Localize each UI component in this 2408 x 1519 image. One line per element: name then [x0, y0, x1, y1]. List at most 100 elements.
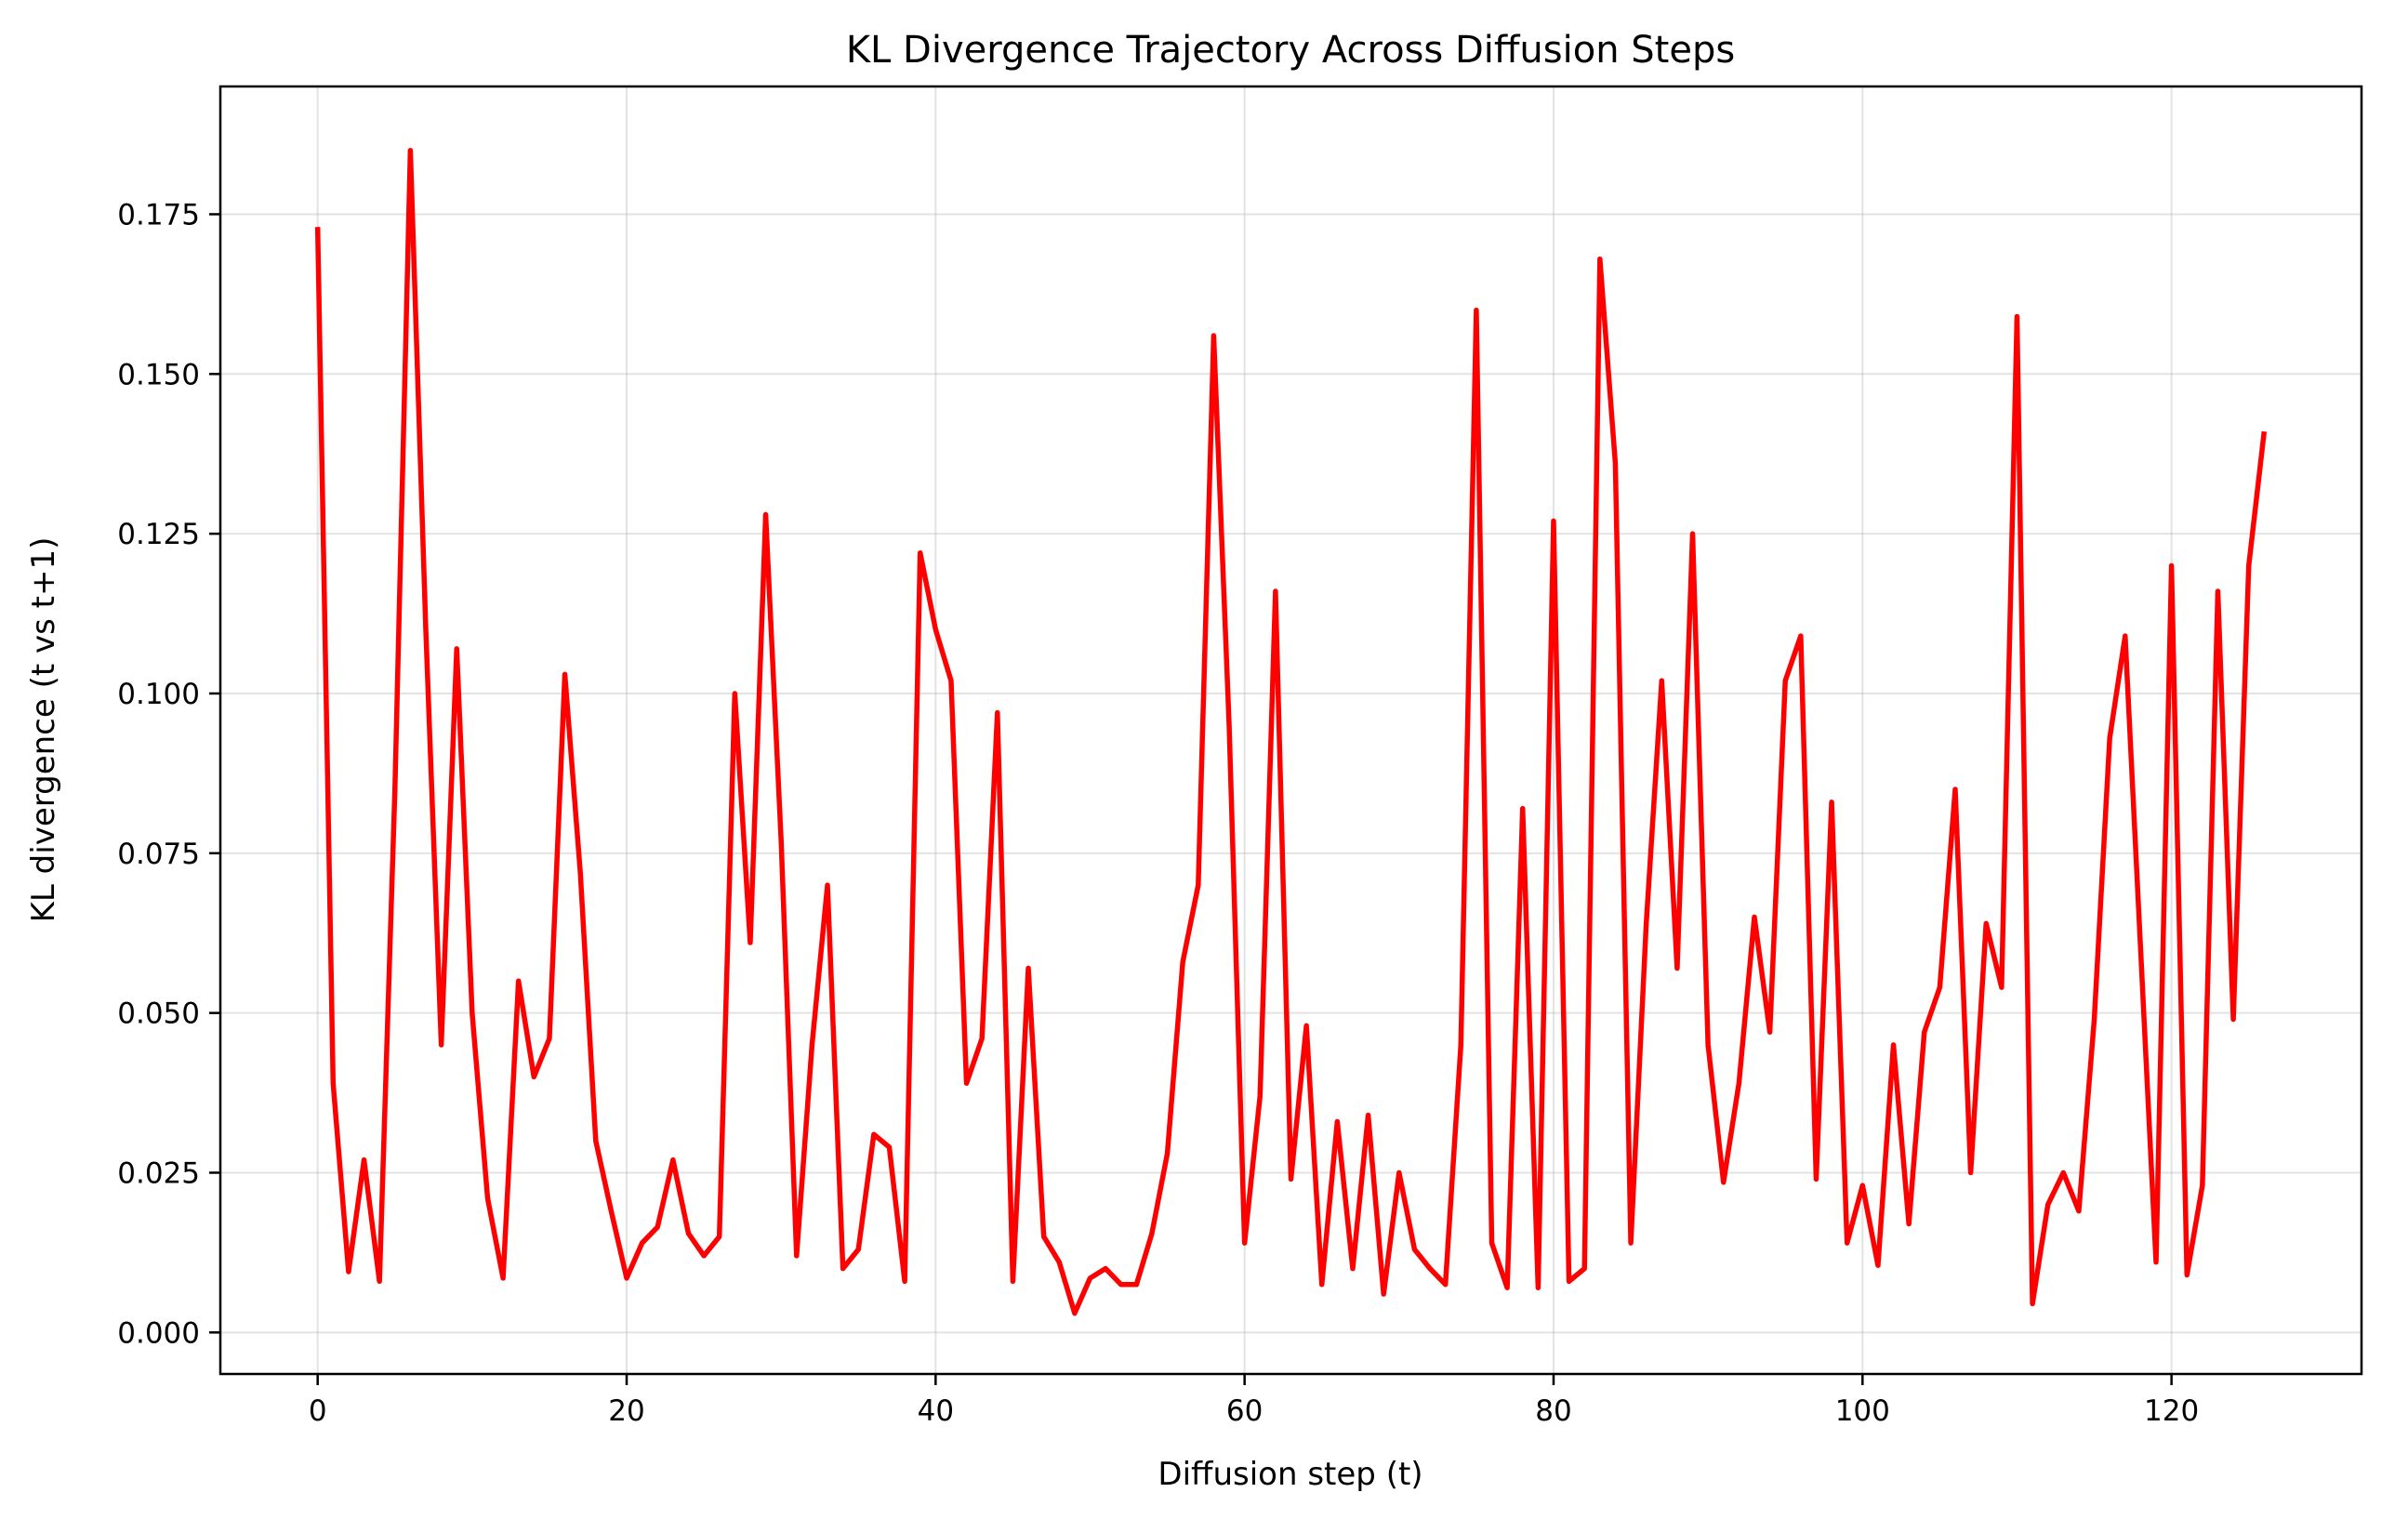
- data-point: [641, 1242, 643, 1245]
- data-point: [1150, 1232, 1153, 1235]
- data-point: [378, 1280, 381, 1283]
- data-point: [1073, 1312, 1076, 1314]
- data-point: [1351, 1267, 1354, 1270]
- data-point: [734, 692, 736, 694]
- series-line: [314, 147, 2268, 1316]
- data-point: [533, 1076, 536, 1078]
- series-layer: [314, 147, 2268, 1316]
- data-point: [718, 1235, 721, 1238]
- data-point: [2046, 1203, 2049, 1206]
- data-point: [610, 1209, 613, 1212]
- data-point: [1089, 1276, 1092, 1279]
- data-point: [1568, 1280, 1570, 1283]
- data-point: [1815, 1178, 1818, 1181]
- data-point: [1552, 520, 1555, 522]
- data-point: [2016, 315, 2018, 318]
- data-point: [1243, 1242, 1246, 1245]
- data-point: [1027, 967, 1030, 970]
- tick-layer: 0 20 40 60 80 100 120 0.000 0.025 0.050 0.075 0.100…: [117, 198, 2199, 1428]
- data-point: [1383, 1293, 1385, 1296]
- data-point: [996, 711, 999, 714]
- data-point: [2155, 1261, 2158, 1263]
- data-point: [1923, 1031, 1925, 1034]
- data-point: [1119, 1283, 1122, 1286]
- data-point: [409, 149, 412, 152]
- data-point: [687, 1232, 690, 1235]
- x-tick-label: 40: [918, 1394, 954, 1428]
- data-point: [1675, 967, 1678, 970]
- data-point: [1259, 1095, 1262, 1098]
- data-point: [919, 551, 921, 554]
- x-tick-label: 80: [1535, 1394, 1571, 1428]
- y-tick-label: 0.125: [117, 518, 200, 551]
- x-axis-label: Diffusion step (t): [1158, 1456, 1422, 1493]
- data-point: [2232, 1018, 2235, 1021]
- y-tick-label: 0.150: [117, 358, 200, 391]
- data-point: [1166, 1152, 1169, 1155]
- data-point: [949, 680, 952, 682]
- data-point: [1768, 1031, 1771, 1034]
- data-point: [347, 1271, 350, 1274]
- data-point: [2093, 1018, 2096, 1021]
- data-point: [2077, 1209, 2080, 1212]
- data-point: [1784, 680, 1787, 682]
- data-point: [486, 1196, 489, 1199]
- data-point: [594, 1140, 597, 1143]
- y-tick-label: 0.050: [117, 997, 200, 1031]
- data-point: [656, 1225, 659, 1228]
- data-point: [748, 942, 751, 944]
- data-point: [1908, 1222, 1911, 1225]
- data-point: [2216, 590, 2219, 593]
- data-point: [1846, 1242, 1848, 1245]
- data-point: [1969, 1171, 1972, 1174]
- data-point: [1506, 1287, 1509, 1289]
- data-point: [2170, 564, 2173, 567]
- data-point: [780, 839, 783, 842]
- data-point: [1691, 533, 1694, 535]
- data-point: [764, 513, 767, 516]
- plot-frame: [218, 85, 2363, 1376]
- data-point: [1444, 1283, 1447, 1286]
- data-point: [2139, 947, 2142, 950]
- data-point: [2031, 1302, 2034, 1305]
- y-tick-label: 0.175: [117, 198, 200, 231]
- data-point: [2186, 1274, 2189, 1276]
- data-point: [1598, 258, 1601, 260]
- data-point: [363, 1158, 365, 1161]
- data-point: [393, 788, 396, 791]
- data-point: [1938, 986, 1941, 989]
- data-point: [440, 1044, 443, 1047]
- data-point: [981, 1037, 984, 1040]
- data-point: [2109, 737, 2111, 740]
- data-point: [1397, 1171, 1400, 1174]
- data-point: [1012, 1280, 1014, 1283]
- data-point: [1660, 680, 1663, 682]
- data-point: [626, 1276, 628, 1279]
- data-point: [1429, 1267, 1432, 1270]
- x-tick-label: 120: [2144, 1394, 2199, 1428]
- data-point: [1614, 462, 1617, 465]
- data-point: [332, 1082, 335, 1085]
- data-point: [517, 980, 520, 983]
- data-point: [1212, 335, 1215, 337]
- data-point: [456, 647, 458, 650]
- data-point: [1105, 1267, 1107, 1270]
- data-point: [1290, 1178, 1292, 1181]
- x-tick-label: 20: [608, 1394, 644, 1428]
- x-tick-label: 100: [1835, 1394, 1890, 1428]
- data-point: [934, 628, 937, 631]
- data-point: [1197, 884, 1199, 887]
- data-point: [904, 1280, 906, 1283]
- data-point: [703, 1254, 706, 1257]
- data-point: [1738, 1082, 1740, 1085]
- data-point: [1707, 1044, 1710, 1047]
- data-point: [1475, 309, 1477, 311]
- data-point: [1042, 1235, 1045, 1238]
- data-point: [563, 673, 566, 676]
- y-tick-label: 0.075: [117, 838, 200, 871]
- data-point: [1953, 788, 1956, 791]
- data-point: [1228, 724, 1231, 727]
- y-tick-label: 0.100: [117, 678, 200, 711]
- data-point: [811, 1044, 814, 1047]
